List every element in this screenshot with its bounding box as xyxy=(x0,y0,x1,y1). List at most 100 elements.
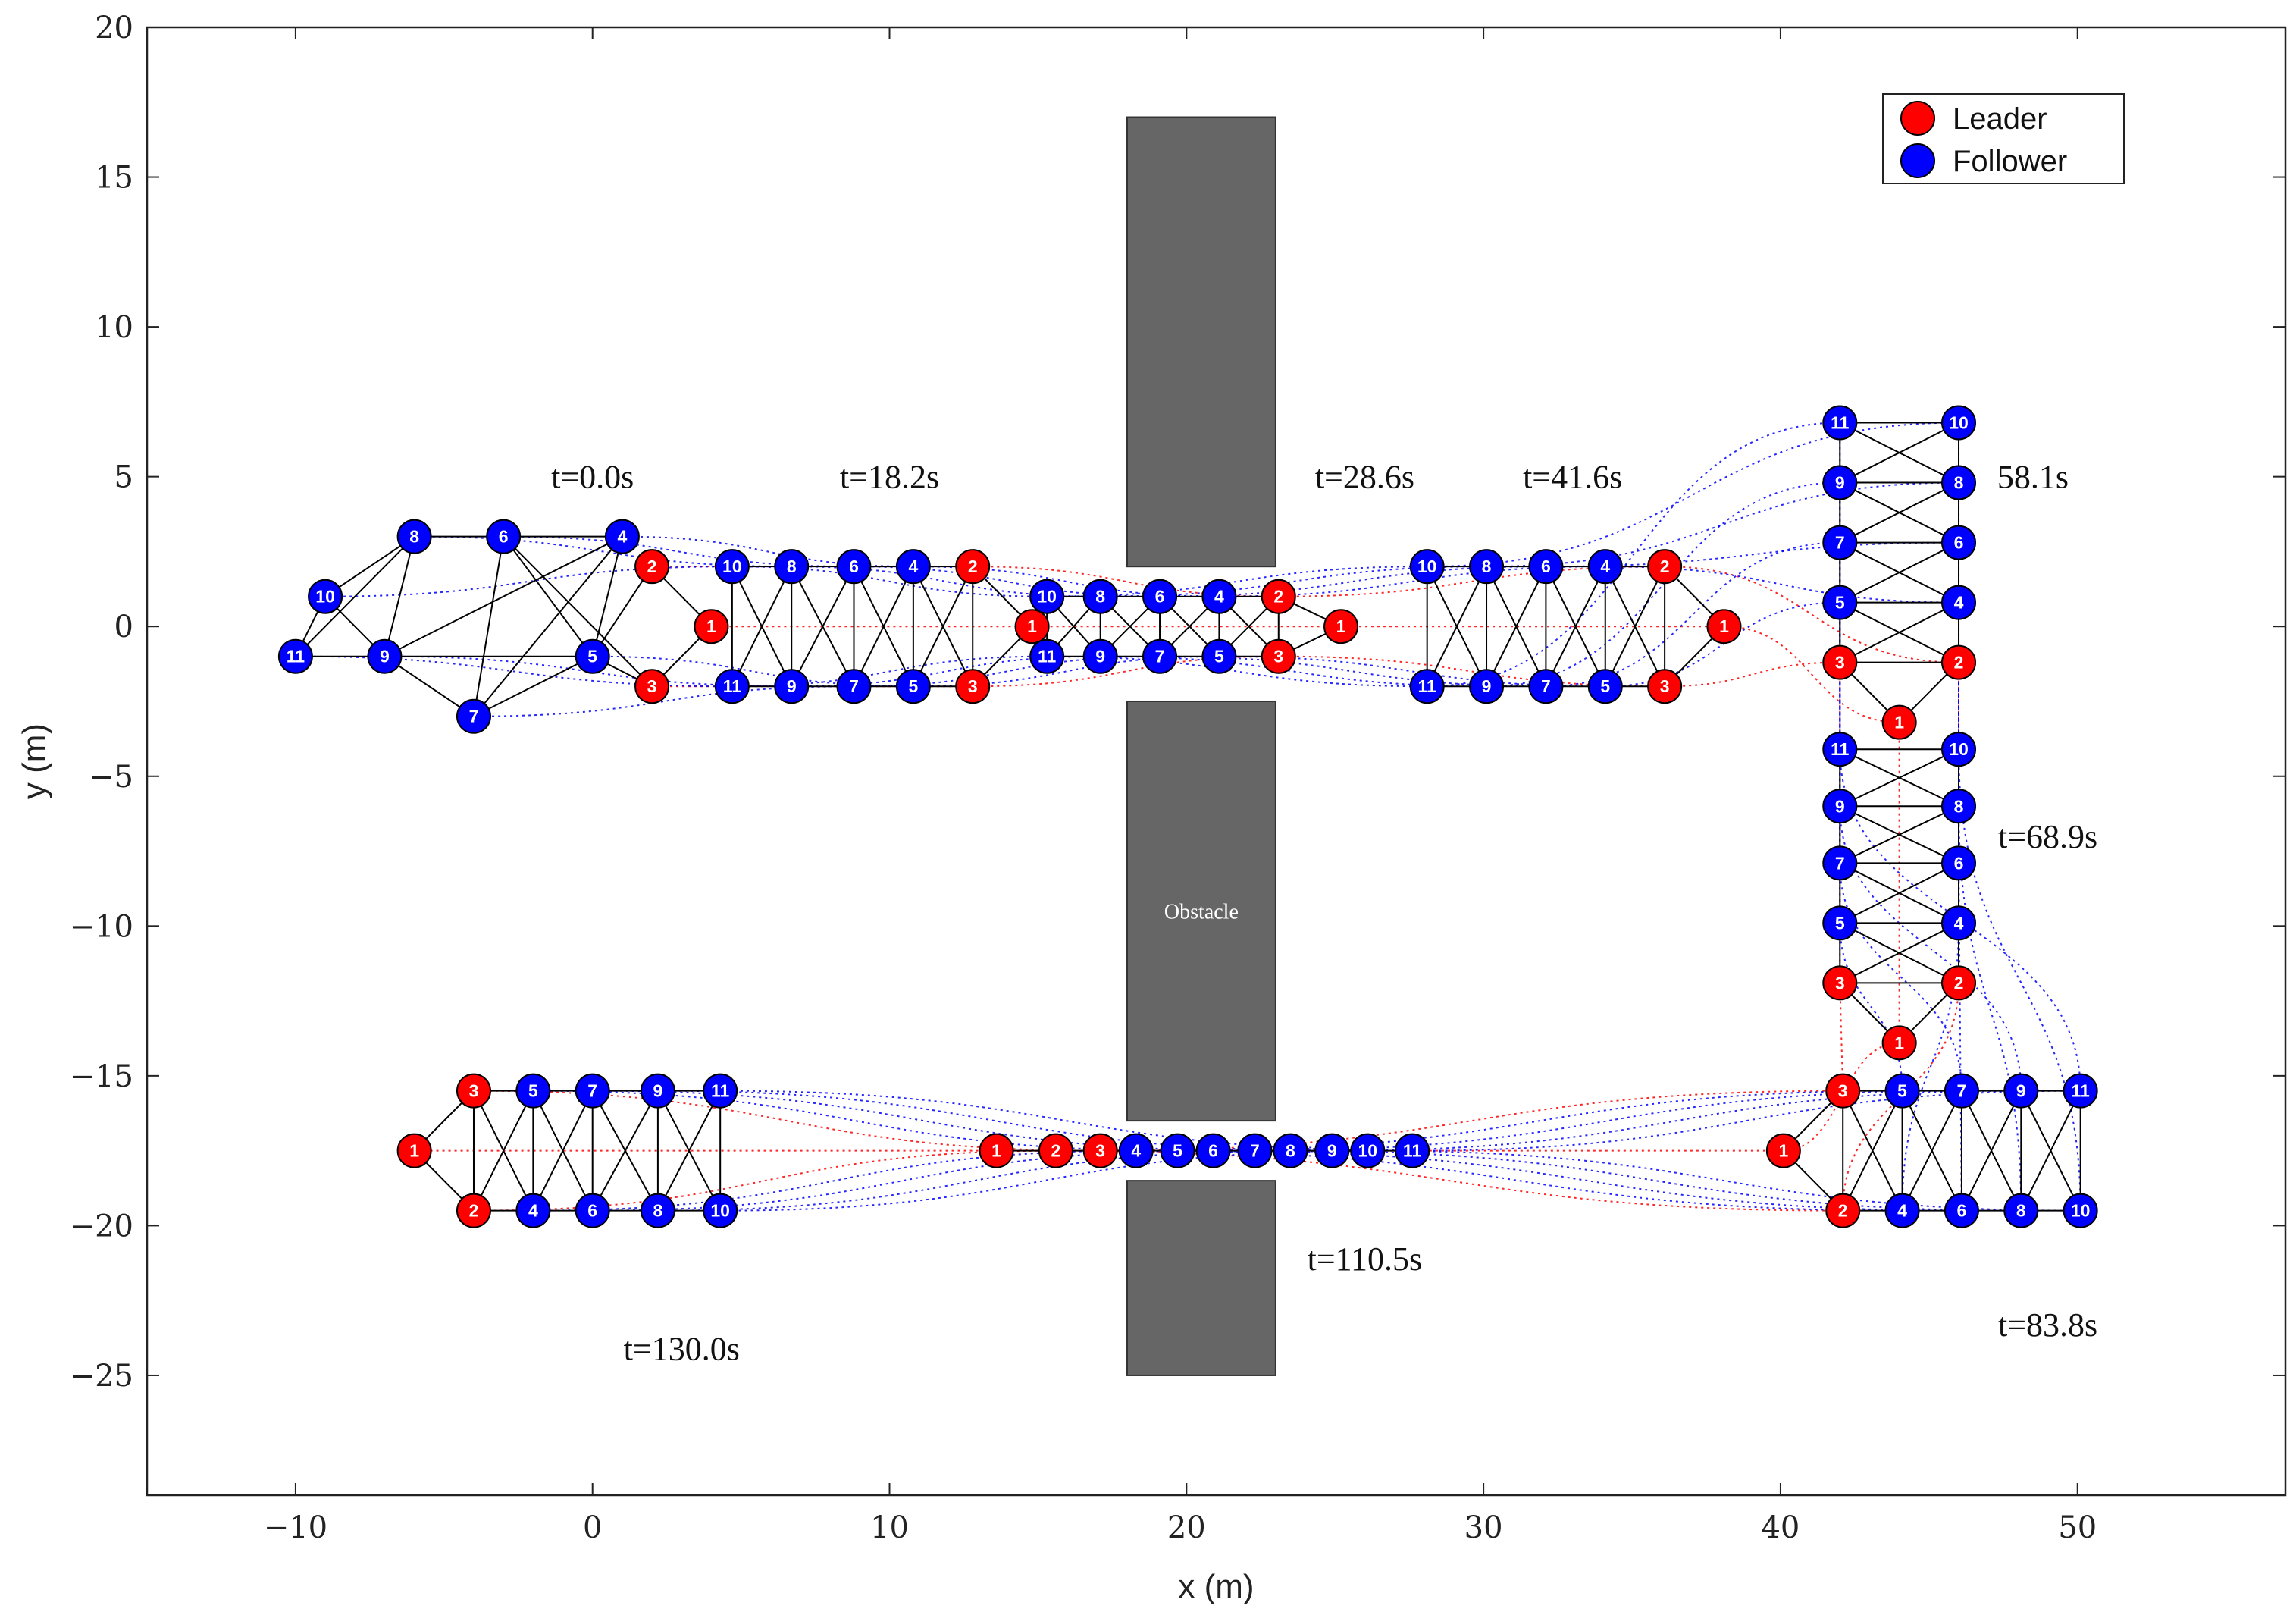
trajectory-trail xyxy=(1839,806,2022,1091)
trajectory-trail xyxy=(657,1149,1291,1212)
follower-node xyxy=(1822,465,1858,500)
agent-id-label: 7 xyxy=(1155,647,1165,666)
formation-edge xyxy=(657,1090,722,1212)
follower-node xyxy=(1237,1133,1273,1168)
time-label: t=0.0s xyxy=(551,459,634,496)
trajectory-trail xyxy=(1605,601,1840,688)
leader-node xyxy=(1014,609,1050,644)
follower-node xyxy=(1822,789,1858,824)
agent-id-label: 10 xyxy=(1037,587,1057,607)
leader-node xyxy=(694,609,729,644)
agent-id-label: 9 xyxy=(787,676,797,696)
agent-id-label: 10 xyxy=(1417,557,1437,576)
formation-edge xyxy=(472,536,505,717)
agent-id-label: 9 xyxy=(2016,1081,2026,1101)
agent-id-label: 9 xyxy=(1835,473,1845,493)
follower-node xyxy=(1587,669,1623,704)
agent-id-label: 6 xyxy=(1541,557,1551,576)
time-label: t=130.0s xyxy=(624,1330,740,1367)
x-axis-title: x (m) xyxy=(1178,1568,1254,1605)
formation-edge xyxy=(912,566,974,687)
follower-node xyxy=(1944,1193,1979,1228)
agent-id-label: 6 xyxy=(1954,533,1964,553)
formation-edge xyxy=(1839,541,1959,604)
agent-id-label: 8 xyxy=(653,1201,663,1221)
agent-id-label: 5 xyxy=(1835,593,1845,613)
follower-node xyxy=(1314,1133,1350,1168)
agent-id-label: 7 xyxy=(1250,1141,1260,1161)
formation-edge xyxy=(1545,566,1606,687)
formation-edge xyxy=(473,1090,534,1212)
follower-node xyxy=(1822,732,1858,767)
agent-id-label: 2 xyxy=(968,557,978,576)
formation-edge xyxy=(591,1090,659,1212)
agent-id-label: 2 xyxy=(1954,973,1964,993)
follower-node xyxy=(1350,1133,1386,1168)
follower-node xyxy=(895,549,931,585)
follower-node xyxy=(1941,525,1977,560)
follower-node xyxy=(1142,638,1178,674)
y-tick-label: −25 xyxy=(70,1359,133,1394)
agent-id-label: 11 xyxy=(1831,413,1850,433)
trajectory-trail xyxy=(1055,1149,1843,1212)
agent-id-label: 3 xyxy=(1273,647,1283,666)
y-tick-label: 20 xyxy=(95,11,133,45)
follower-node xyxy=(1273,1133,1308,1168)
trajectory-trail xyxy=(1290,1149,2022,1212)
trajectory-trail xyxy=(1839,923,1903,1091)
leader-node xyxy=(396,1133,432,1168)
leader-node xyxy=(955,549,991,585)
agent-id-label: 11 xyxy=(287,647,305,666)
formation-edge xyxy=(1426,566,1487,687)
agent-id-label: 1 xyxy=(1719,616,1729,636)
legend-leader-marker xyxy=(1900,101,1935,136)
agent-id-label: 11 xyxy=(711,1081,730,1101)
agent-id-label: 10 xyxy=(722,557,742,576)
formation-edge xyxy=(473,655,594,717)
y-axis-title: y (m) xyxy=(16,723,53,799)
follower-node xyxy=(1469,669,1505,704)
trajectory-trail xyxy=(622,535,913,568)
agent-id-label: 1 xyxy=(1027,616,1037,636)
agent-id-label: 4 xyxy=(1954,593,1964,613)
agent-id-label: 9 xyxy=(1835,796,1845,816)
leader-node xyxy=(1822,965,1858,1001)
follower-node xyxy=(575,638,610,674)
agent-id-label: 7 xyxy=(1957,1081,1967,1101)
time-label: t=18.2s xyxy=(840,459,939,496)
formation-edge xyxy=(1839,862,1959,924)
formation-edge xyxy=(1839,922,1959,984)
agent-id-label: 7 xyxy=(1541,676,1551,696)
x-tick-label: 40 xyxy=(1761,1510,1800,1545)
follower-node xyxy=(575,1073,610,1109)
time-label: t=68.9s xyxy=(1998,818,2097,855)
formation-edge xyxy=(503,536,594,657)
agent-id-label: 8 xyxy=(1954,473,1964,493)
agent-id-label: 1 xyxy=(1336,616,1346,636)
trajectory-trail xyxy=(1665,566,1959,663)
follower-node xyxy=(1029,638,1065,674)
legend-leader-label: Leader xyxy=(1953,102,2047,136)
follower-node xyxy=(1941,465,1977,500)
agent-id-label: 11 xyxy=(1403,1141,1422,1161)
agent-id-label: 1 xyxy=(1894,1033,1904,1052)
trajectory-trail xyxy=(1605,566,1959,604)
trajectory-trail xyxy=(1486,481,1959,568)
formation-edge xyxy=(384,655,475,717)
agent-id-label: 8 xyxy=(1954,796,1964,816)
follower-node xyxy=(714,669,750,704)
leader-node xyxy=(1825,1073,1861,1109)
follower-node xyxy=(1822,905,1858,941)
x-tick-label: 30 xyxy=(1464,1510,1503,1545)
agent-id-label: 8 xyxy=(1286,1141,1295,1161)
agent-id-label: 9 xyxy=(380,647,390,666)
agent-id-label: 1 xyxy=(706,616,716,636)
formation-edge xyxy=(1901,1090,1962,1212)
leader-node xyxy=(1323,609,1359,644)
leader-node xyxy=(1822,644,1858,680)
leader-node xyxy=(1261,638,1296,674)
formation-edge xyxy=(1961,1090,2022,1212)
formation-edge xyxy=(591,566,653,657)
follower-node xyxy=(1822,585,1858,620)
follower-node xyxy=(1822,525,1858,560)
